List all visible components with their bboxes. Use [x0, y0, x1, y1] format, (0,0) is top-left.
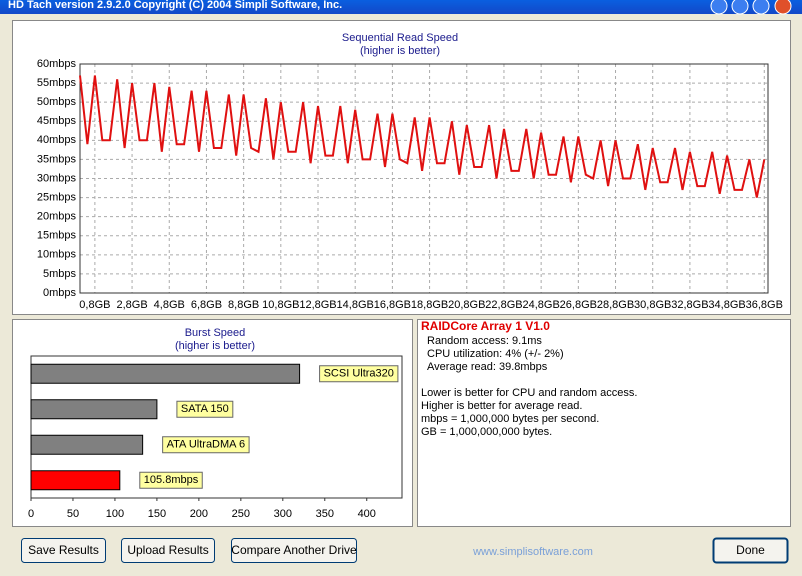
x-tick-label: 22,8GB: [485, 299, 522, 311]
y-tick-label: 0mbps: [43, 287, 77, 299]
info-panel: [417, 319, 791, 527]
x-tick-label: 18,8GB: [411, 299, 448, 311]
chart-subtitle: (higher is better): [360, 45, 440, 57]
bar: [30, 470, 121, 491]
bar: [30, 363, 301, 384]
info-line: CPU utilization: 4% (+/- 2%): [427, 348, 564, 360]
x-tick-label: 20,8GB: [448, 299, 485, 311]
button-frame[interactable]: [712, 537, 789, 564]
x-tick-label: 28,8GB: [597, 299, 634, 311]
plot-frame: [30, 355, 403, 499]
button-frame[interactable]: [121, 538, 215, 563]
y-tick-label: 15mbps: [37, 230, 77, 242]
chart-subtitle: (higher is better): [175, 340, 255, 352]
x-tick-label: 300: [274, 508, 292, 520]
close-button[interactable]: [774, 0, 792, 15]
x-tick-label: 250: [232, 508, 250, 520]
x-tick-label: 6,8GB: [191, 299, 222, 311]
window-title: HD Tach version 2.9.2.0 Copyright (C) 20…: [8, 0, 342, 11]
info-note: Lower is better for CPU and random acces…: [421, 387, 637, 399]
bar: [30, 434, 144, 455]
x-tick-label: 2,8GB: [116, 299, 147, 311]
x-tick-label: 0: [28, 508, 34, 520]
label-box: [162, 436, 250, 454]
window-controls: [710, 0, 792, 15]
x-tick-label: 32,8GB: [671, 299, 708, 311]
drive-name: RAIDCore Array 1 V1.0: [421, 319, 550, 333]
button-label[interactable]: Save Results: [28, 543, 99, 557]
minimize-button[interactable]: [731, 0, 749, 15]
y-tick-label: 10mbps: [37, 249, 77, 261]
bar-label: 105.8mbps: [144, 474, 199, 486]
x-tick-label: 200: [190, 508, 208, 520]
x-tick-label: 14,8GB: [337, 299, 374, 311]
burst-panel: [12, 319, 413, 527]
read-panel: [12, 20, 791, 315]
info-note: GB = 1,000,000,000 bytes.: [421, 426, 552, 438]
title-bar: [0, 0, 802, 14]
button-frame[interactable]: [21, 538, 106, 563]
label-box: [139, 471, 203, 489]
button[interactable]: Save Results: [21, 538, 106, 563]
bar-label: SATA 150: [181, 403, 229, 415]
button[interactable]: Done: [712, 537, 789, 564]
info-note: Higher is better for average read.: [421, 400, 582, 412]
button-label[interactable]: Upload Results: [127, 543, 208, 557]
bar: [30, 399, 158, 420]
button-label[interactable]: Done: [736, 543, 765, 557]
x-tick-label: 50: [67, 508, 79, 520]
help-button[interactable]: [710, 0, 728, 15]
x-tick-label: 8,8GB: [228, 299, 259, 311]
y-tick-label: 35mbps: [37, 153, 77, 165]
y-tick-label: 60mbps: [37, 58, 77, 70]
y-tick-label: 5mbps: [43, 268, 77, 280]
x-tick-label: 10,8GB: [262, 299, 299, 311]
x-tick-label: 30,8GB: [634, 299, 671, 311]
y-tick-label: 20mbps: [37, 211, 77, 223]
chart-title: Burst Speed: [185, 327, 246, 339]
x-tick-label: 24,8GB: [522, 299, 559, 311]
y-tick-label: 55mbps: [37, 77, 77, 89]
x-tick-label: 400: [358, 508, 376, 520]
info-line: Average read: 39.8mbps: [427, 361, 548, 373]
button[interactable]: Compare Another Drive: [231, 538, 357, 563]
x-tick-label: 16,8GB: [374, 299, 411, 311]
label-box: [176, 400, 234, 418]
bar-label: SCSI Ultra320: [324, 368, 394, 380]
x-tick-label: 4,8GB: [154, 299, 185, 311]
x-tick-label: 26,8GB: [560, 299, 597, 311]
read-line: [79, 75, 766, 198]
y-tick-label: 40mbps: [37, 134, 77, 146]
bar-label: ATA UltraDMA 6: [167, 439, 245, 451]
x-tick-label: 36,8GB: [746, 299, 783, 311]
x-tick-label: 12,8GB: [299, 299, 336, 311]
button-label[interactable]: Compare Another Drive: [231, 543, 357, 557]
maximize-button[interactable]: [752, 0, 770, 15]
x-tick-label: 150: [148, 508, 166, 520]
y-tick-label: 25mbps: [37, 191, 77, 203]
button-frame[interactable]: [231, 538, 357, 563]
y-tick-label: 45mbps: [37, 115, 77, 127]
plot-frame: [79, 63, 769, 294]
info-line: Random access: 9.1ms: [427, 335, 542, 347]
info-note: mbps = 1,000,000 bytes per second.: [421, 413, 599, 425]
website-link[interactable]: www.simplisoftware.com: [472, 546, 593, 558]
x-tick-label: 34,8GB: [708, 299, 745, 311]
y-tick-label: 50mbps: [37, 96, 77, 108]
label-box: [319, 365, 399, 383]
button[interactable]: Upload Results: [121, 538, 215, 563]
x-tick-label: 0,8GB: [79, 299, 110, 311]
x-tick-label: 350: [316, 508, 334, 520]
chart-title: Sequential Read Speed: [342, 32, 458, 44]
y-tick-label: 30mbps: [37, 172, 77, 184]
x-tick-label: 100: [106, 508, 124, 520]
